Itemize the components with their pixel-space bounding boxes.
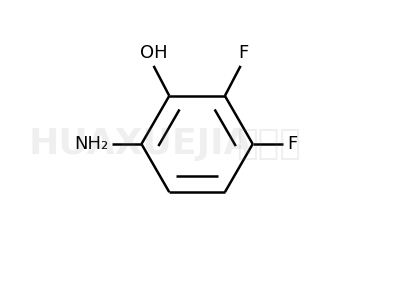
- Text: F: F: [287, 135, 297, 153]
- Text: 化学加: 化学加: [236, 127, 301, 161]
- Text: HUAXUEJIA: HUAXUEJIA: [28, 127, 252, 161]
- Text: F: F: [238, 43, 248, 62]
- Text: NH₂: NH₂: [74, 135, 109, 153]
- Text: OH: OH: [140, 43, 168, 62]
